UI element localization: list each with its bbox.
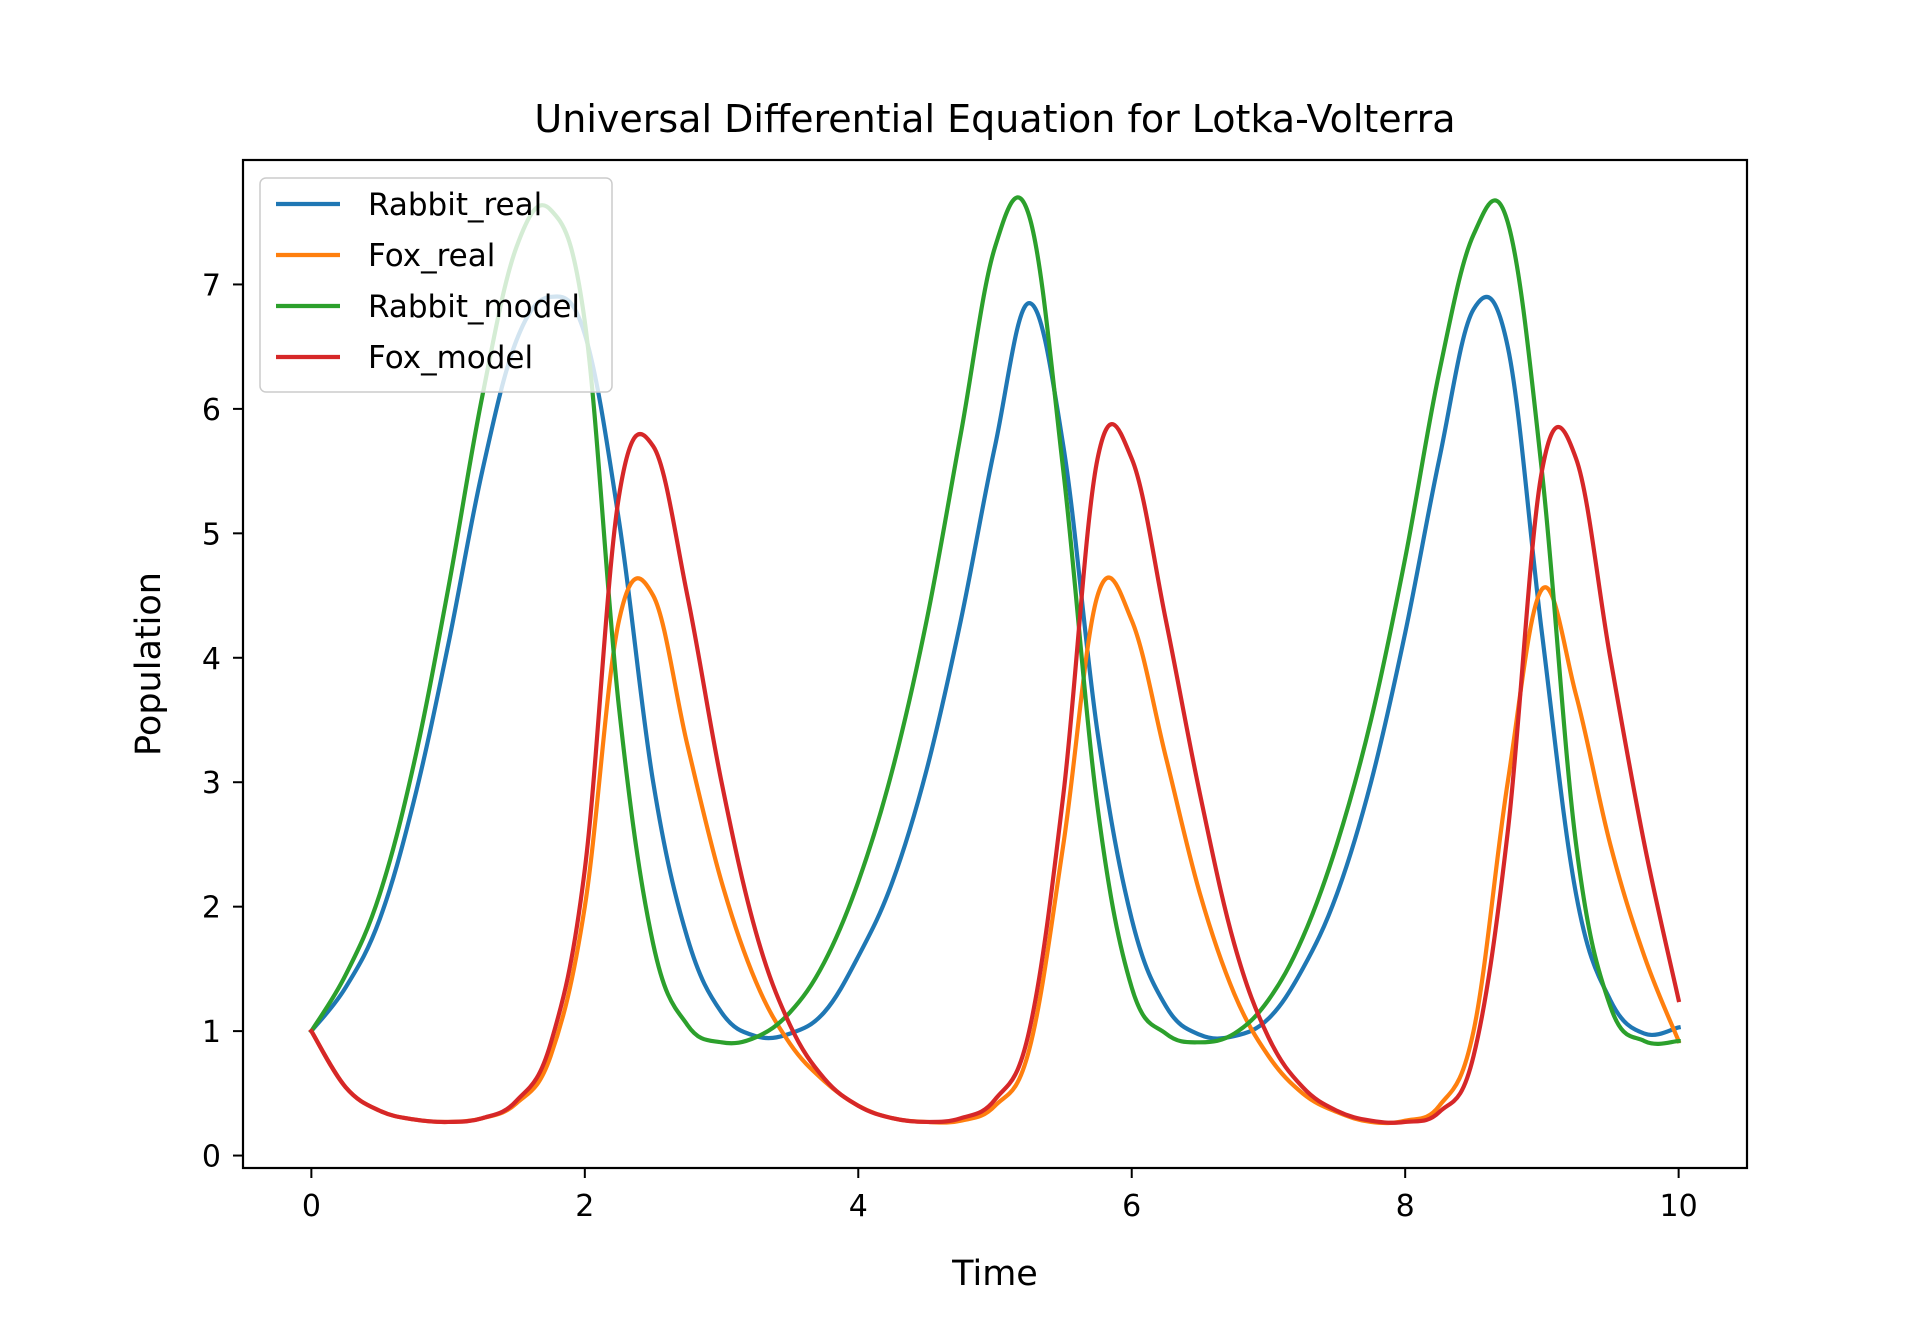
legend-box [259, 177, 613, 393]
x-tick-label: 2 [575, 1189, 594, 1224]
y-tick-label: 5 [202, 517, 221, 552]
legend-label: Fox_real [368, 238, 495, 274]
x-axis: 0 2 4 6 8 10 [302, 1168, 1698, 1224]
y-tick-label: 3 [202, 766, 221, 801]
y-tick-label: 2 [202, 891, 221, 926]
series-line-fox-real [308, 575, 1682, 1126]
legend-label: Rabbit_real [368, 187, 542, 223]
chart-title: Universal Differential Equation for Lotk… [534, 97, 1455, 141]
series-line-fox-model [308, 421, 1682, 1125]
y-tick-label: 4 [202, 642, 221, 677]
x-tick-label: 6 [1122, 1189, 1141, 1224]
x-axis-label: Time [951, 1254, 1038, 1294]
y-axis-label: Population [129, 572, 169, 756]
legend-label: Fox_model [368, 340, 533, 376]
y-tick-label: 1 [202, 1015, 221, 1050]
y-tick-label: 6 [202, 393, 221, 428]
legend: Rabbit_real Fox_real Rabbit_model Fox_model [259, 177, 613, 393]
plot-border [241, 158, 1749, 1170]
x-tick-label: 8 [1396, 1189, 1415, 1224]
x-tick-label: 10 [1660, 1189, 1698, 1224]
legend-label: Rabbit_model [368, 289, 580, 325]
x-tick-label: 0 [302, 1189, 321, 1224]
y-tick-label: 0 [202, 1140, 221, 1175]
y-axis: 0 1 2 3 4 5 6 7 [202, 268, 243, 1175]
y-tick-label: 7 [202, 268, 221, 303]
x-tick-label: 4 [849, 1189, 868, 1224]
